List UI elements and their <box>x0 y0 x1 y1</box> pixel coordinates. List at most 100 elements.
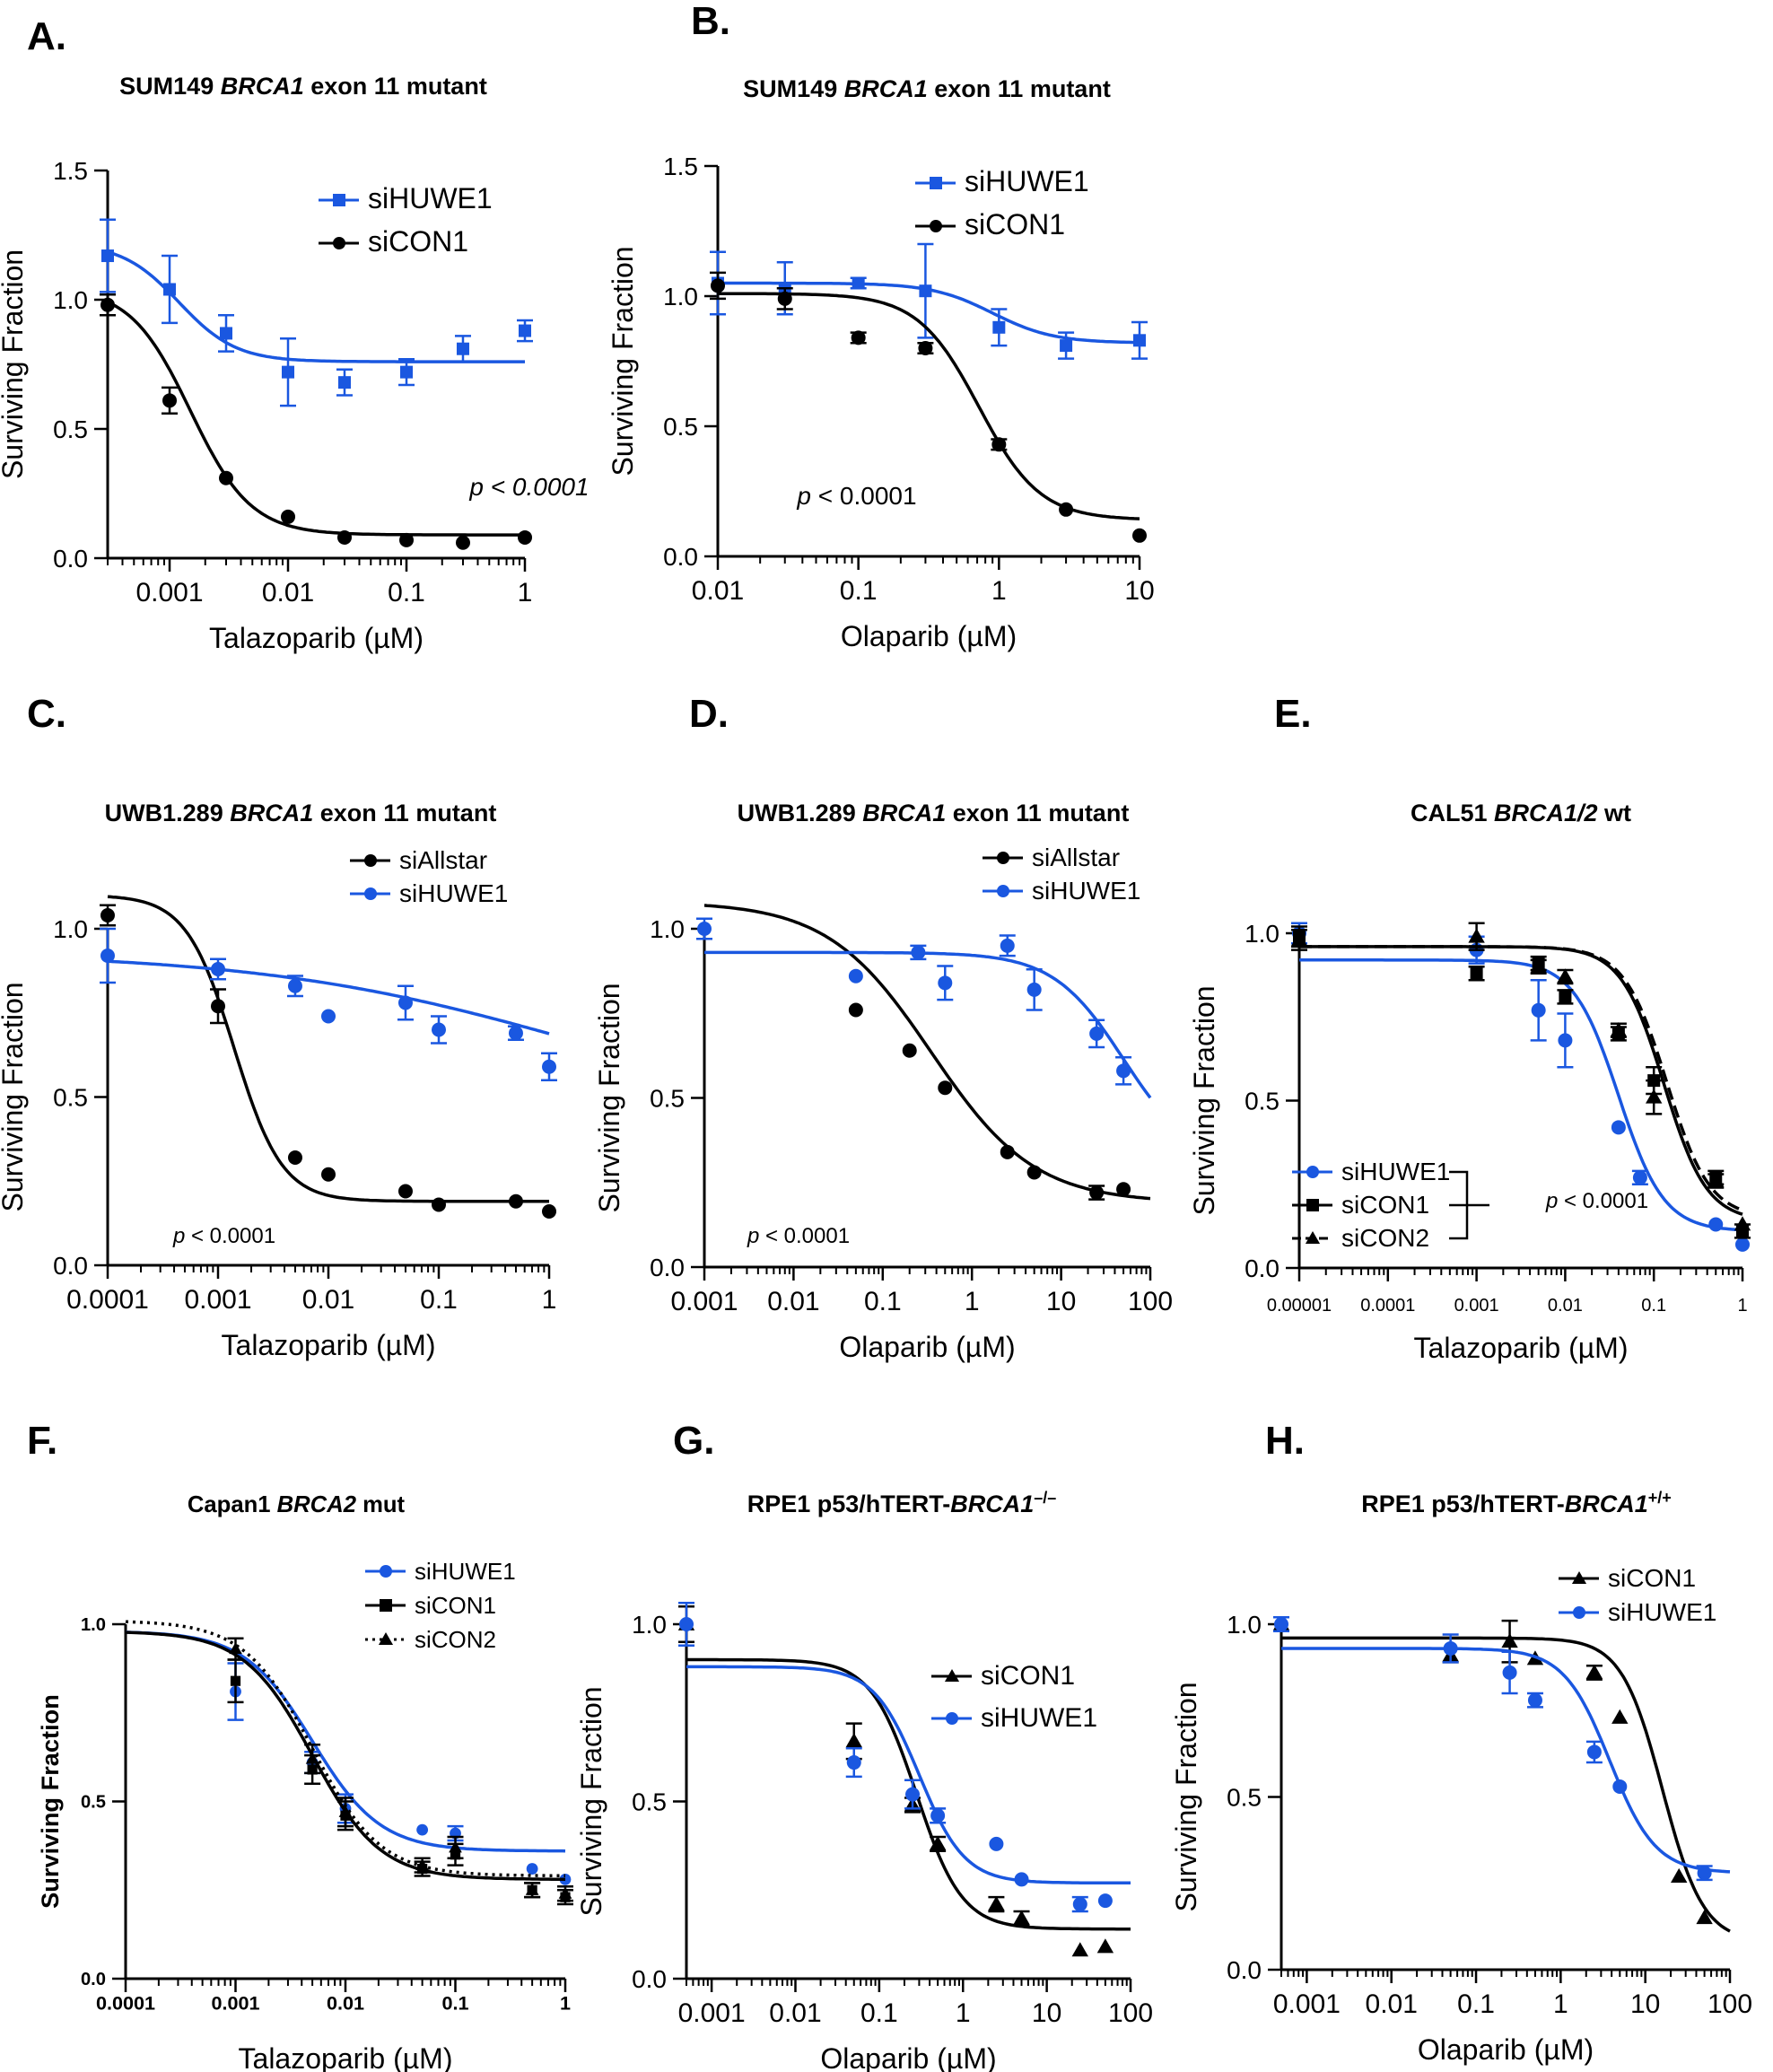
legend-label: siCON1 <box>965 208 1065 240</box>
data-point <box>1060 339 1073 353</box>
p-value-text: < 0.0001 <box>759 1224 850 1248</box>
x-tick-label: 1 <box>560 1992 571 2015</box>
y-tick-label: 0.5 <box>1245 1088 1280 1115</box>
legend-marker <box>1306 1166 1319 1178</box>
data-point <box>1274 1617 1288 1631</box>
data-point <box>846 1755 861 1770</box>
data-point <box>100 908 115 922</box>
y-tick-label: 0.0 <box>53 1252 88 1280</box>
y-tick-label: 0.5 <box>53 415 88 443</box>
x-tick-label: 1 <box>956 1998 971 2028</box>
title-part: –/– <box>1034 1489 1056 1507</box>
data-point <box>711 278 725 293</box>
legend-label: siCON2 <box>415 1626 496 1653</box>
data-point <box>1470 966 1483 980</box>
data-point <box>1502 1665 1517 1680</box>
x-tick-label: 100 <box>1707 1989 1752 2019</box>
data-point <box>416 1823 429 1836</box>
data-point <box>1468 928 1485 943</box>
legend-marker <box>378 1631 394 1646</box>
y-axis-label: Surviving Fraction <box>575 1686 607 1916</box>
title-part: RPE1 p53/hTERT- <box>1361 1491 1565 1517</box>
title-part: BRCA1 <box>230 800 313 826</box>
x-tick-label: 0.1 <box>860 1998 898 2028</box>
panel-letter: E. <box>1274 692 1312 736</box>
x-axis-label: Olaparib (µM) <box>1418 2033 1594 2066</box>
data-point <box>1735 1237 1750 1252</box>
x-tick-label: 0.01 <box>1548 1296 1583 1316</box>
x-axis-label: Olaparib (µM) <box>820 2042 996 2072</box>
x-tick-label: 0.001 <box>1273 1989 1341 2019</box>
data-point <box>337 376 351 389</box>
data-point <box>455 535 470 550</box>
data-point <box>336 529 352 545</box>
x-tick-label: 1 <box>965 1287 980 1316</box>
fit-curve <box>717 292 1140 520</box>
data-point <box>1559 990 1572 1003</box>
data-point <box>845 1733 862 1748</box>
panel-letter: D. <box>689 692 729 736</box>
series-sicon1 <box>710 271 1147 543</box>
legend-label: siCON1 <box>981 1661 1075 1691</box>
series-sicon1 <box>126 1630 573 1906</box>
legend-label: siCON1 <box>368 225 468 258</box>
legend-marker <box>364 887 377 900</box>
title-part: SUM149 <box>119 73 221 100</box>
series-sicon1 <box>1272 1615 1731 1933</box>
title-part: SUM149 <box>743 75 844 102</box>
legend: siAllstar siHUWE1 <box>350 846 508 907</box>
data-point <box>1132 528 1147 543</box>
legend: siCON1 siHUWE1 <box>1559 1564 1716 1626</box>
x-tick-label: 10 <box>1046 1287 1076 1316</box>
p-value: p < 0.0001 <box>747 1224 850 1248</box>
data-point <box>338 1805 353 1817</box>
legend-label: siCON2 <box>1341 1224 1429 1252</box>
p-value-text: < 0.0001 <box>484 473 590 501</box>
data-point <box>1026 1165 1042 1180</box>
title-part: Capan1 <box>188 1492 277 1517</box>
y-tick-label: 0.0 <box>81 1970 106 1989</box>
data-point <box>938 975 953 991</box>
x-tick-label: 100 <box>1108 1998 1153 2028</box>
legend-label: siHUWE1 <box>965 165 1089 197</box>
legend-marker <box>1573 1606 1585 1619</box>
fit-curve <box>1281 1636 1731 1933</box>
data-point <box>1696 1910 1713 1925</box>
series-sihuwe1 <box>678 1602 1131 1913</box>
x-tick-label: 0.0001 <box>1360 1296 1415 1316</box>
series-sicon1 <box>677 1605 1131 1957</box>
title-part: BRCA1/2 <box>1494 800 1598 826</box>
x-tick-label: 0.1 <box>864 1287 902 1316</box>
data-point <box>1096 1938 1114 1954</box>
data-point <box>1531 1002 1546 1018</box>
data-point <box>321 1009 336 1024</box>
legend-marker <box>946 1712 958 1725</box>
data-point <box>938 1080 953 1096</box>
p-value-bracket <box>1449 1170 1489 1240</box>
data-point <box>397 1184 413 1199</box>
x-axis-label: Talazoparib (µM) <box>1414 1332 1629 1364</box>
legend-label: siAllstar <box>399 846 487 874</box>
panel-letter: C. <box>27 692 66 736</box>
data-point <box>542 1204 556 1219</box>
series-siallstar <box>703 904 1151 1201</box>
data-point <box>919 284 932 298</box>
x-tick-label: 0.001 <box>211 1992 259 2015</box>
x-axis-label: Olaparib (µM) <box>839 1331 1015 1363</box>
data-point <box>1611 1709 1629 1724</box>
data-point <box>456 342 469 355</box>
y-tick-label: 0.0 <box>632 1965 667 1993</box>
legend: siHUWE1 siCON1 siCON2 <box>1292 1158 1489 1252</box>
y-tick-label: 1.5 <box>53 157 88 185</box>
data-point <box>679 1617 694 1631</box>
data-point <box>989 1836 1004 1851</box>
legend-label: siCON1 <box>1341 1191 1429 1219</box>
p-value-text: < 0.0001 <box>811 482 917 510</box>
y-tick-label: 1.0 <box>1245 920 1280 948</box>
legend-label: siCON1 <box>1608 1564 1696 1592</box>
data-point <box>1697 1866 1712 1881</box>
x-axis-label: Talazoparib (µM) <box>209 622 424 654</box>
data-point <box>777 291 792 306</box>
